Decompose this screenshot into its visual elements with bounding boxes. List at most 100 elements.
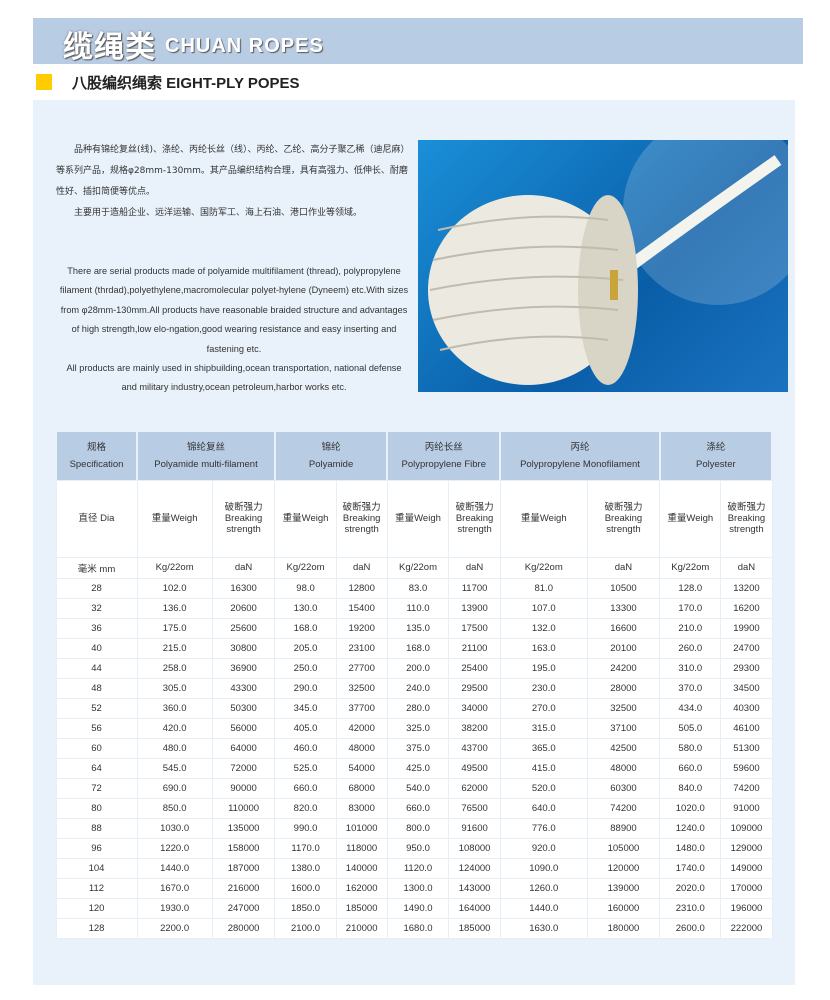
header-strength: 破断强力 Breaking strength bbox=[720, 479, 773, 558]
unit-row: 毫米 mm Kg/22om daN Kg/22om daN Kg/22om daN Kg/22… bbox=[55, 556, 773, 579]
spec-en: Specification bbox=[69, 458, 124, 470]
cell-weight: 130.0 bbox=[274, 597, 337, 619]
category-banner: 缆绳类 CHUAN ROPES bbox=[33, 18, 803, 65]
cell-strength: 43300 bbox=[211, 677, 276, 699]
cell-strength: 50300 bbox=[211, 697, 276, 719]
cell-strength: 90000 bbox=[211, 777, 276, 799]
cell-strength: 27700 bbox=[335, 657, 388, 679]
table-row: 36 175.0 25600 168.0 19200 135.0 17500 132.0 166… bbox=[55, 617, 773, 639]
cell-weight: 920.0 bbox=[499, 837, 588, 859]
cell-weight: 525.0 bbox=[274, 757, 337, 779]
cell-strength: 16300 bbox=[211, 577, 276, 599]
category-title-en: CHUAN ROPES bbox=[165, 35, 324, 57]
cell-weight: 195.0 bbox=[499, 657, 588, 679]
cell-strength: 16600 bbox=[586, 617, 661, 639]
cell-strength: 20600 bbox=[211, 597, 276, 619]
cell-weight: 425.0 bbox=[386, 757, 450, 779]
cell-strength: 62000 bbox=[448, 777, 501, 799]
unit-diameter: 毫米 mm bbox=[55, 556, 138, 579]
strength-cn: 破断强力 bbox=[455, 502, 494, 513]
cell-diameter: 112 bbox=[55, 877, 138, 899]
cell-strength: 19900 bbox=[720, 617, 773, 639]
cell-strength: 143000 bbox=[448, 877, 501, 899]
table-row: 104 1440.0 187000 1380.0 140000 1120.0 124000 1… bbox=[55, 857, 773, 879]
unit-weight: Kg/22om bbox=[499, 556, 588, 579]
unit: daN bbox=[737, 562, 756, 573]
intro-cn-paragraph: 主要用于造船企业、远洋运输、国防军工、海上石油、港口作业等领域。 bbox=[74, 208, 363, 218]
cell-strength: 42000 bbox=[335, 717, 388, 739]
cell-weight: 520.0 bbox=[499, 777, 588, 799]
cell-strength: 17500 bbox=[448, 617, 501, 639]
cell-strength: 48000 bbox=[335, 737, 388, 759]
table-row: 44 258.0 36900 250.0 27700 200.0 25400 195.0 242… bbox=[55, 657, 773, 679]
material-en: Polyamide multi-filament bbox=[154, 458, 258, 470]
cell-strength: 24200 bbox=[586, 657, 661, 679]
spec-cn: 规格 bbox=[86, 441, 106, 453]
cell-weight: 1240.0 bbox=[659, 817, 722, 839]
cell-strength: 12800 bbox=[335, 577, 388, 599]
cell-weight: 580.0 bbox=[659, 737, 722, 759]
cell-weight: 820.0 bbox=[274, 797, 337, 819]
cell-strength: 72000 bbox=[211, 757, 276, 779]
unit: daN bbox=[352, 562, 371, 573]
material-en: Polyester bbox=[696, 458, 736, 470]
cell-weight: 1120.0 bbox=[386, 857, 450, 879]
cell-strength: 34000 bbox=[448, 697, 501, 719]
cell-weight: 1440.0 bbox=[499, 897, 588, 919]
cell-weight: 1300.0 bbox=[386, 877, 450, 899]
cell-weight: 2020.0 bbox=[659, 877, 722, 899]
cell-strength: 43700 bbox=[448, 737, 501, 759]
cell-strength: 164000 bbox=[448, 897, 501, 919]
cell-weight: 200.0 bbox=[386, 657, 450, 679]
table-row: 80 850.0 110000 820.0 83000 660.0 76500 640.0 74… bbox=[55, 797, 773, 819]
cell-weight: 1740.0 bbox=[659, 857, 722, 879]
cell-diameter: 80 bbox=[55, 797, 138, 819]
cell-weight: 375.0 bbox=[386, 737, 450, 759]
cell-weight: 280.0 bbox=[386, 697, 450, 719]
unit: daN bbox=[614, 562, 633, 573]
cell-diameter: 56 bbox=[55, 717, 138, 739]
cell-strength: 13200 bbox=[720, 577, 773, 599]
cell-weight: 990.0 bbox=[274, 817, 337, 839]
cell-strength: 196000 bbox=[720, 897, 773, 919]
unit: Kg/22om bbox=[524, 562, 563, 573]
cell-strength: 170000 bbox=[720, 877, 773, 899]
cell-weight: 230.0 bbox=[499, 677, 588, 699]
cell-weight: 168.0 bbox=[274, 617, 337, 639]
cell-diameter: 64 bbox=[55, 757, 138, 779]
cell-strength: 124000 bbox=[448, 857, 501, 879]
weight-label: 重量Weigh bbox=[667, 513, 714, 524]
cell-weight: 315.0 bbox=[499, 717, 588, 739]
cell-diameter: 36 bbox=[55, 617, 138, 639]
unit: Kg/22om bbox=[286, 562, 325, 573]
unit-strength: daN bbox=[335, 556, 388, 579]
cell-weight: 83.0 bbox=[386, 577, 450, 599]
yellow-square-icon bbox=[36, 74, 52, 90]
cell-weight: 850.0 bbox=[136, 797, 213, 819]
cell-diameter: 52 bbox=[55, 697, 138, 719]
cell-strength: 101000 bbox=[335, 817, 388, 839]
cell-weight: 434.0 bbox=[659, 697, 722, 719]
cell-weight: 505.0 bbox=[659, 717, 722, 739]
intro-cn-paragraph: 品种有锦纶复丝(线)、涤纶、丙纶长丝（线）、丙纶、乙纶、高分子聚乙稀（迪尼麻）等… bbox=[56, 145, 408, 197]
cell-weight: 110.0 bbox=[386, 597, 450, 619]
unit-strength: daN bbox=[448, 556, 501, 579]
table-row: 28 102.0 16300 98.0 12800 83.0 11700 81.0 10500 1… bbox=[55, 577, 773, 599]
cell-weight: 480.0 bbox=[136, 737, 213, 759]
cell-strength: 280000 bbox=[211, 917, 276, 939]
material-cn: 锦纶复丝 bbox=[186, 441, 225, 453]
cell-strength: 140000 bbox=[335, 857, 388, 879]
material-cn: 涤纶 bbox=[706, 441, 726, 453]
cell-weight: 405.0 bbox=[274, 717, 337, 739]
table-row: 40 215.0 30800 205.0 23100 168.0 21100 163.0 201… bbox=[55, 637, 773, 659]
column-header-row: 直径 Dia 重量Weigh 破断强力 Breaking strength 重量Weigh… bbox=[55, 479, 773, 558]
cell-strength: 49500 bbox=[448, 757, 501, 779]
cell-weight: 240.0 bbox=[386, 677, 450, 699]
cell-weight: 250.0 bbox=[274, 657, 337, 679]
cell-weight: 2310.0 bbox=[659, 897, 722, 919]
cell-weight: 98.0 bbox=[274, 577, 337, 599]
cell-weight: 215.0 bbox=[136, 637, 213, 659]
cell-strength: 187000 bbox=[211, 857, 276, 879]
cell-strength: 222000 bbox=[720, 917, 773, 939]
cell-weight: 1630.0 bbox=[499, 917, 588, 939]
